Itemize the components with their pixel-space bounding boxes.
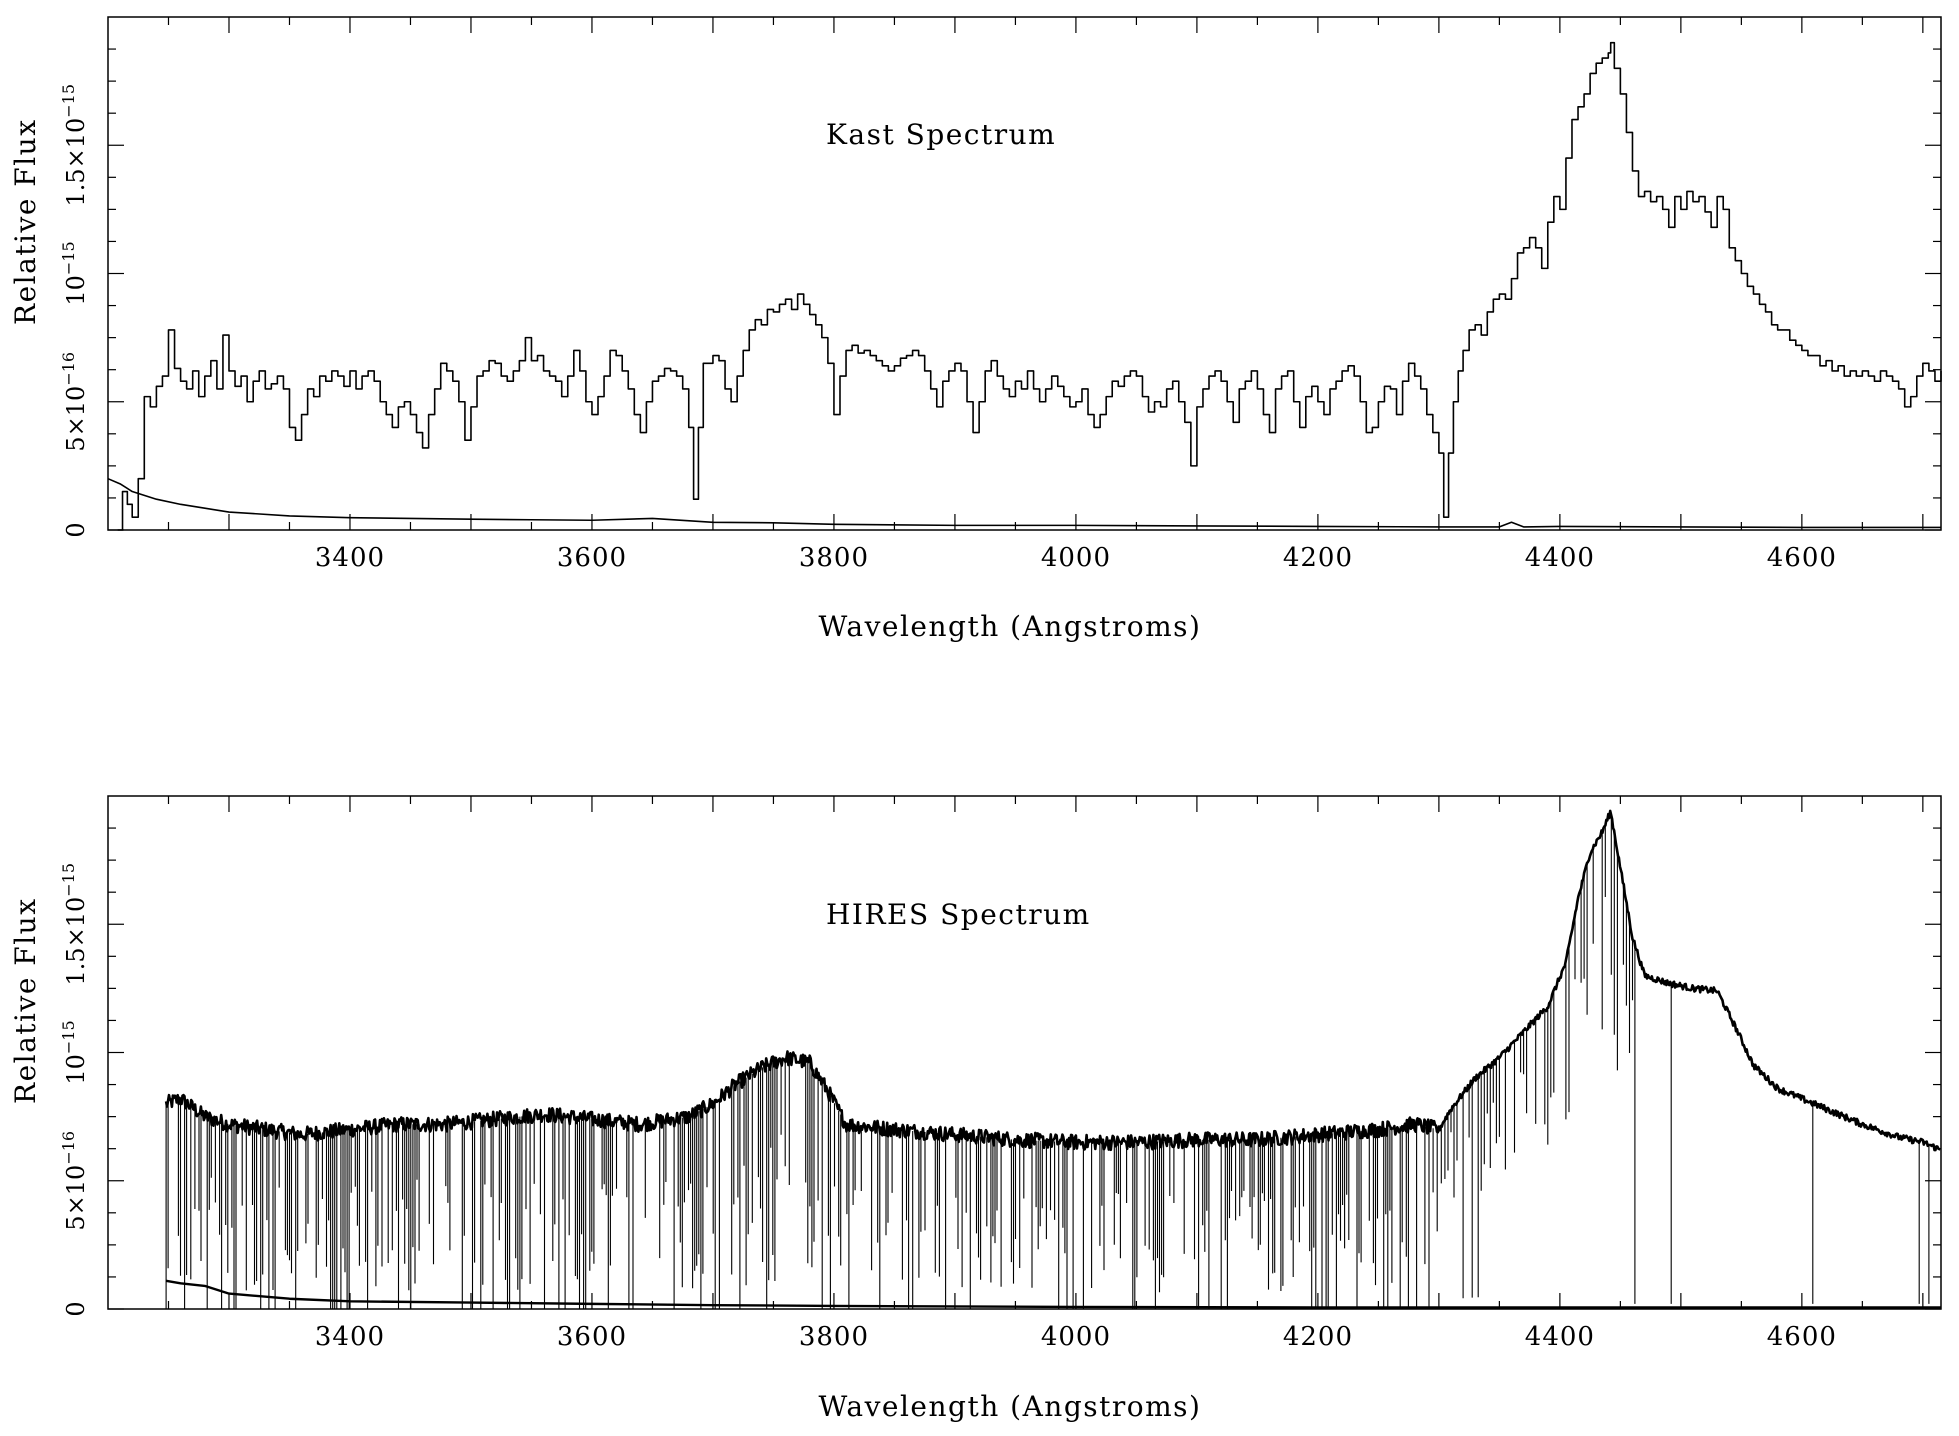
hires-plot-frame	[107, 795, 1942, 1310]
y-tick-base: 5×10	[62, 1165, 90, 1231]
kast-x-tick-labels: 3400 3600 3800 4000 4200 4400 4600	[315, 543, 1837, 573]
kast-y-axis-label: Relative Flux	[9, 118, 42, 325]
x-tick-label: 3400	[315, 543, 385, 573]
hires-x-axis-label: Wavelength (Angstroms)	[819, 1390, 1202, 1423]
kast-title: Kast Spectrum	[826, 118, 1056, 151]
x-tick-label: 4200	[1283, 1322, 1353, 1352]
x-tick-label: 4000	[1041, 543, 1111, 573]
x-tick-label: 4200	[1283, 543, 1353, 573]
y-tick-exponent: −15	[59, 1020, 78, 1054]
kast-x-axis-label: Wavelength (Angstroms)	[819, 610, 1202, 643]
hires-title: HIRES Spectrum	[826, 898, 1091, 931]
x-tick-label: 4600	[1767, 543, 1837, 573]
y-tick-exponent: −16	[59, 1131, 78, 1165]
x-tick-label: 3800	[799, 1322, 869, 1352]
y-tick-label: 5×10−16	[59, 352, 90, 452]
y-tick-label: 0	[62, 1301, 90, 1316]
y-tick-base: 0	[62, 522, 90, 537]
y-tick-base: 5×10	[62, 386, 90, 452]
x-tick-label: 4400	[1525, 543, 1595, 573]
y-tick-label: 0	[62, 522, 90, 537]
hires-y-axis-label: Relative Flux	[9, 897, 42, 1104]
y-tick-base: 1.5×10	[62, 897, 90, 986]
hires-ticks	[108, 796, 1941, 1310]
y-tick-base: 1.5×10	[62, 118, 90, 207]
y-tick-label: 5×10−16	[59, 1131, 90, 1231]
kast-plot-frame	[107, 16, 1942, 531]
x-tick-label: 3800	[799, 543, 869, 573]
x-tick-label: 3600	[557, 543, 627, 573]
y-tick-exponent: −15	[59, 241, 78, 275]
y-tick-exponent: −16	[59, 352, 78, 386]
hires-absorption-lines	[165, 814, 1930, 1309]
hires-flux-line	[164, 809, 1941, 1152]
x-tick-label: 4600	[1767, 1322, 1837, 1352]
kast-ticks	[108, 17, 1941, 531]
x-tick-label: 4400	[1525, 1322, 1595, 1352]
x-tick-label: 3600	[557, 1322, 627, 1352]
kast-error-line	[107, 477, 1941, 529]
kast-flux-line	[117, 41, 1942, 531]
hires-error-line	[165, 1279, 1941, 1309]
y-tick-base: 0	[62, 1301, 90, 1316]
y-tick-exponent: −15	[59, 84, 78, 118]
y-tick-base: 10	[62, 1054, 90, 1085]
hires-panel: 3400 3600 3800 4000 4200 4400 4600 05×10−1610−…	[9, 795, 1942, 1423]
x-tick-label: 3400	[315, 1322, 385, 1352]
x-tick-label: 4000	[1041, 1322, 1111, 1352]
hires-x-tick-labels: 3400 3600 3800 4000 4200 4400 4600	[315, 1322, 1837, 1352]
y-tick-label: 1.5×10−15	[59, 84, 90, 207]
y-tick-label: 10−15	[59, 241, 90, 305]
kast-panel: 3400 3600 3800 4000 4200 4400 4600 05×10−1610−…	[9, 16, 1942, 643]
y-tick-label: 1.5×10−15	[59, 863, 90, 986]
y-tick-label: 10−15	[59, 1020, 90, 1084]
y-tick-base: 10	[62, 275, 90, 306]
y-tick-exponent: −15	[59, 863, 78, 897]
